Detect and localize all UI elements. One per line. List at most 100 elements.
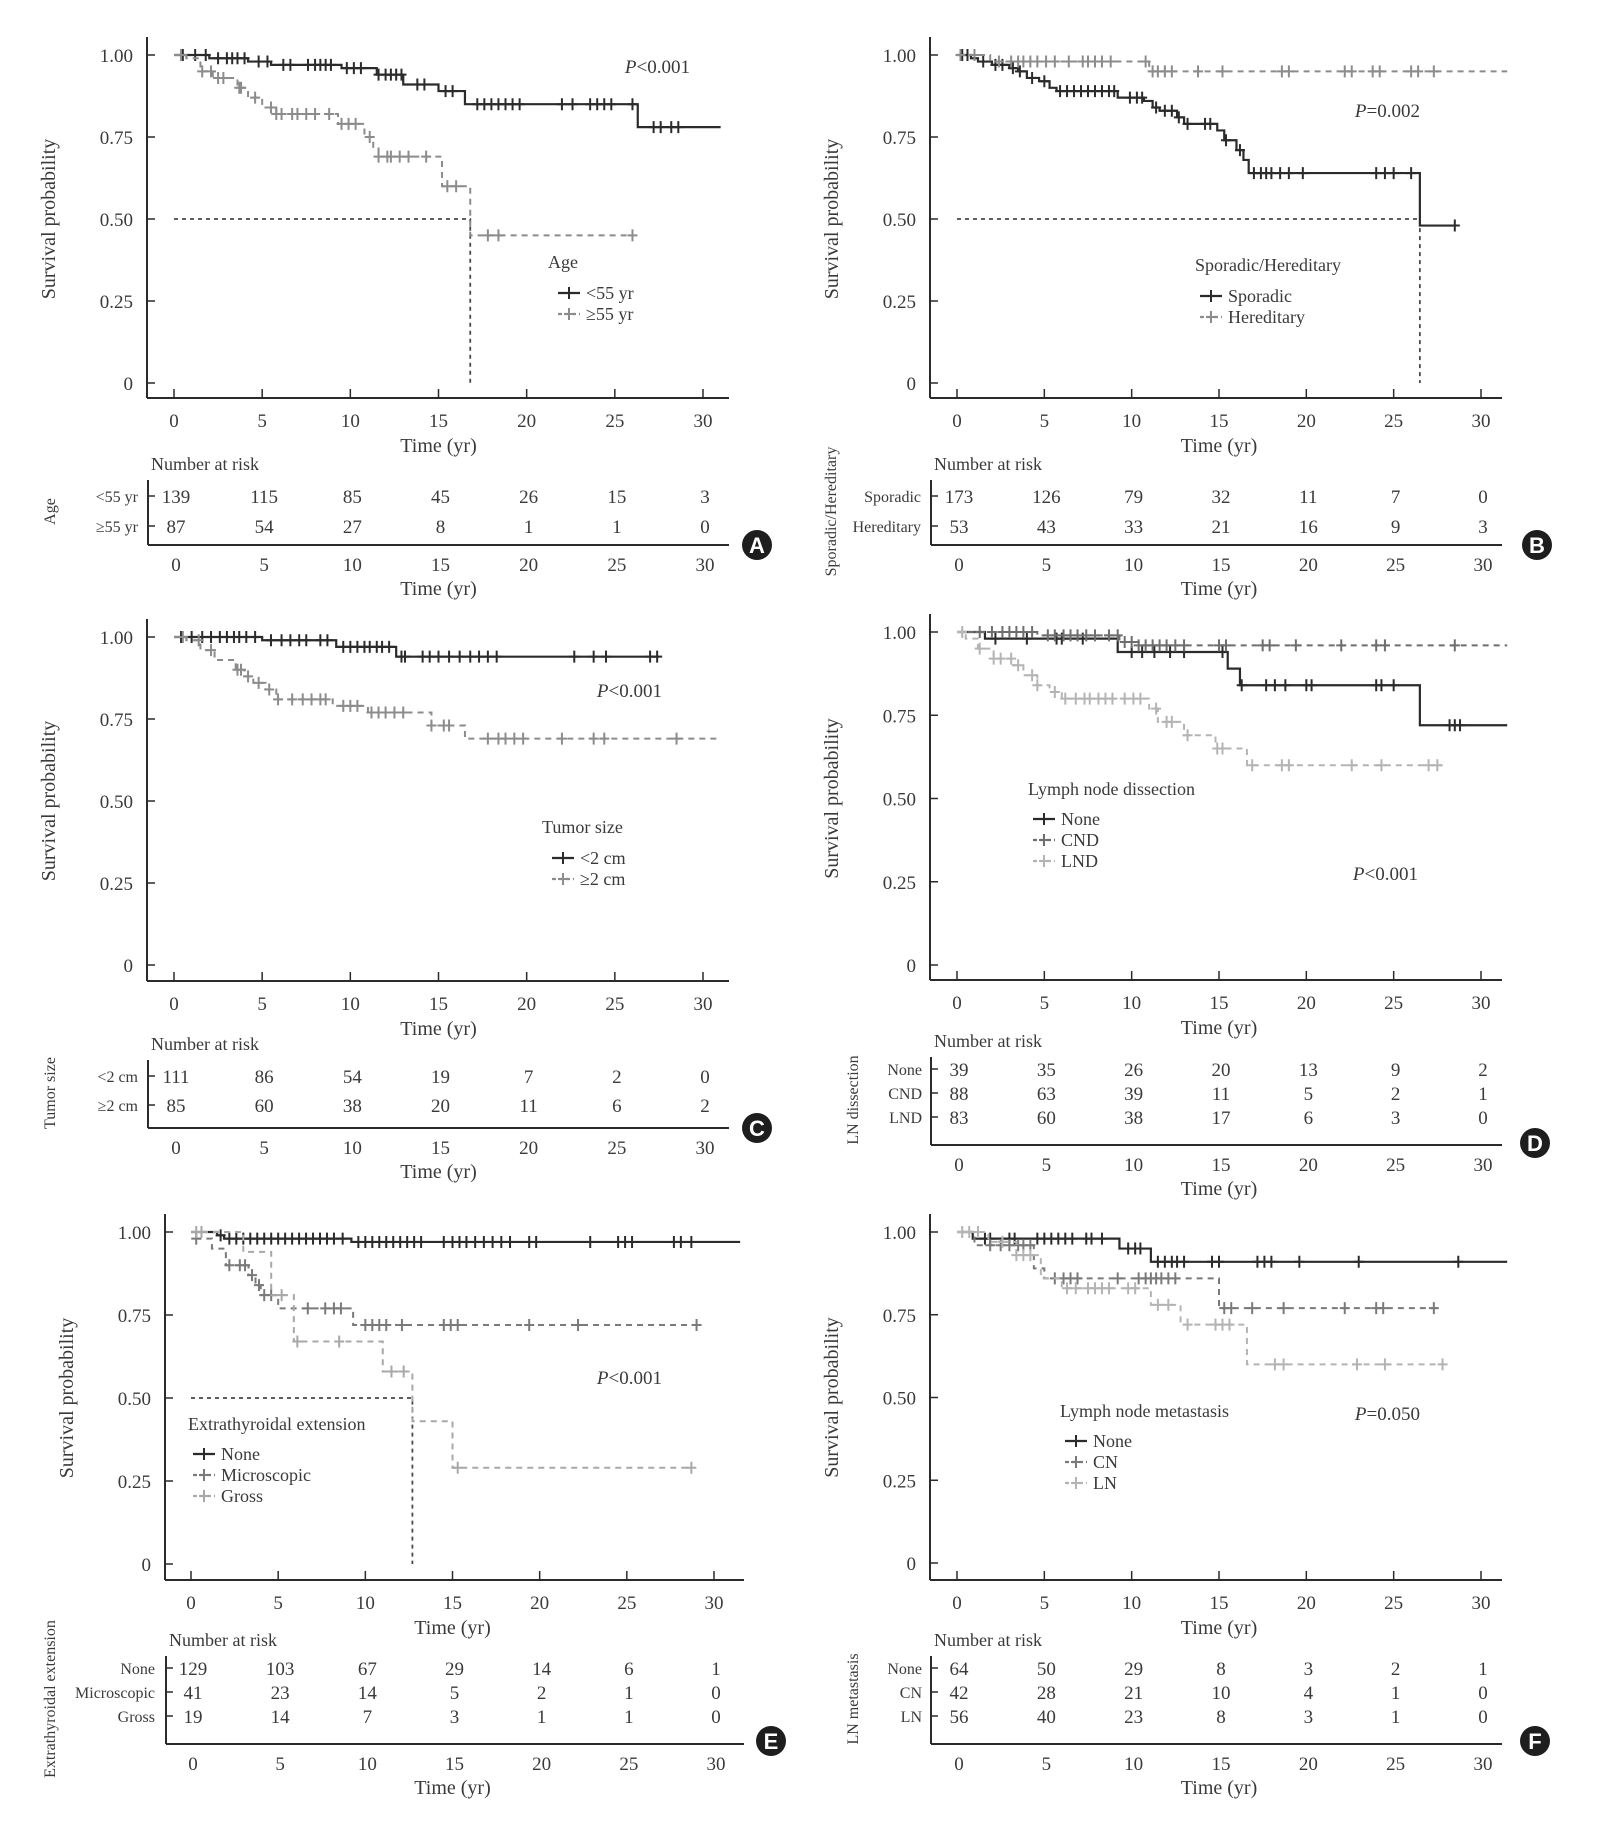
- censor-mark: [328, 1232, 339, 1245]
- censor-mark: [1294, 1255, 1305, 1268]
- x-tick-label: 0: [952, 411, 962, 432]
- censor-mark: [1269, 679, 1280, 692]
- y-tick-label: 0.25: [883, 873, 916, 894]
- risk-table: Number at risk Sporadic 173 126 79 32 11 7 0 Here…: [823, 447, 1502, 600]
- censor-mark: [1062, 1282, 1073, 1295]
- x-tick-label: 20: [1297, 993, 1316, 1014]
- censor-mark: [444, 719, 455, 732]
- censor-mark: [177, 631, 188, 643]
- risk-value: 54: [255, 517, 275, 538]
- censor-mark: [352, 699, 363, 712]
- censor-mark: [1266, 1255, 1277, 1268]
- y-tick-label: 1.00: [883, 46, 916, 67]
- risk-row-label: None: [887, 1661, 922, 1678]
- censor-mark: [320, 693, 331, 706]
- censor-mark: [1179, 639, 1190, 652]
- km-curve: [957, 630, 1508, 727]
- censor-mark: [1379, 167, 1390, 180]
- y-tick-label: 0: [907, 374, 917, 395]
- p-value: P=0.002: [1354, 101, 1420, 122]
- censor-mark: [627, 98, 638, 111]
- risk-x-tick-label: 5: [1042, 1155, 1052, 1176]
- risk-row-label: None: [120, 1661, 155, 1678]
- x-tick-label: 0: [952, 993, 962, 1014]
- x-axis-title: Time (yr): [414, 1617, 490, 1639]
- legend-censor-icon: [558, 873, 568, 885]
- censor-mark: [1449, 219, 1460, 232]
- risk-value: 6: [612, 1096, 622, 1117]
- censor-mark: [1226, 1302, 1237, 1315]
- censor-mark: [1170, 639, 1181, 652]
- risk-x-tick-label: 30: [696, 1138, 715, 1159]
- series-2cm: [174, 631, 663, 663]
- censor-mark: [978, 55, 989, 68]
- censor-mark: [655, 121, 666, 134]
- censor-mark: [518, 732, 529, 745]
- risk-row-label: CND: [888, 1086, 922, 1103]
- censor-mark: [585, 1235, 596, 1248]
- panel-f: 1.00 0.75 0.50 0.25 0 Survival probability 0 5 1…: [821, 1214, 1550, 1799]
- risk-x-tick-label: 30: [1474, 555, 1493, 576]
- censor-mark: [276, 634, 287, 647]
- censor-mark: [957, 626, 968, 638]
- risk-value: 3: [450, 1707, 460, 1728]
- censor-mark: [433, 650, 444, 663]
- risk-value: 8: [436, 517, 446, 538]
- censor-mark: [421, 150, 432, 163]
- censor-mark: [1137, 645, 1148, 658]
- legend-label: None: [1093, 1431, 1132, 1451]
- panel-badge: [1522, 530, 1552, 560]
- risk-value: 19: [184, 1707, 203, 1728]
- legend-label: ≥55 yr: [586, 304, 633, 324]
- legend-title: Extrathyroidal extension: [188, 1414, 365, 1434]
- censor-mark: [1072, 1272, 1083, 1285]
- risk-value: 9: [1391, 1060, 1401, 1081]
- censor-mark: [1432, 759, 1443, 772]
- km-curve: [957, 1231, 1438, 1310]
- risk-x-tick-label: 15: [1212, 555, 1231, 576]
- risk-value: 1: [624, 1683, 634, 1704]
- censor-mark: [675, 1235, 686, 1248]
- x-tick-label: 10: [341, 411, 360, 432]
- censor-mark: [465, 650, 476, 663]
- censor-mark: [239, 52, 250, 65]
- censor-mark: [253, 1279, 264, 1292]
- series-ln: [957, 1226, 1448, 1371]
- risk-x-tick-label: 15: [445, 1754, 464, 1775]
- legend-label: <55 yr: [586, 283, 634, 303]
- censor-mark: [398, 1365, 409, 1378]
- censor-mark: [1027, 71, 1038, 84]
- censor-mark: [556, 98, 567, 111]
- y-tick-label: 0.25: [883, 292, 916, 313]
- km-curve: [174, 636, 721, 740]
- censor-mark: [186, 631, 197, 643]
- risk-row-label: Microscopic: [75, 1685, 155, 1702]
- risk-table-title: Number at risk: [934, 1630, 1042, 1650]
- censor-mark: [334, 1335, 345, 1348]
- risk-value: 14: [271, 1707, 291, 1728]
- legend-censor-icon: [1206, 311, 1216, 323]
- censor-mark: [1217, 742, 1228, 755]
- censor-mark: [324, 108, 335, 121]
- censor-mark: [500, 732, 511, 745]
- km-curve: [957, 53, 1455, 227]
- censor-mark: [386, 1365, 397, 1378]
- censor-mark: [478, 1235, 489, 1248]
- censor-mark: [262, 55, 273, 68]
- risk-group-label: LN metastasis: [845, 1653, 862, 1744]
- censor-mark: [197, 65, 208, 78]
- censor-mark: [995, 652, 1006, 665]
- censor-mark: [389, 706, 400, 719]
- censor-mark: [355, 62, 366, 75]
- censor-mark: [322, 634, 333, 647]
- risk-table-title: Number at risk: [151, 454, 259, 474]
- x-tick-label: 10: [356, 1593, 375, 1614]
- y-tick-label: 0.75: [100, 128, 133, 149]
- risk-row-label: CN: [900, 1685, 923, 1702]
- risk-value: 0: [711, 1707, 721, 1728]
- censor-mark: [487, 1235, 498, 1248]
- censor-mark: [1014, 65, 1025, 78]
- censor-mark: [1025, 1249, 1036, 1262]
